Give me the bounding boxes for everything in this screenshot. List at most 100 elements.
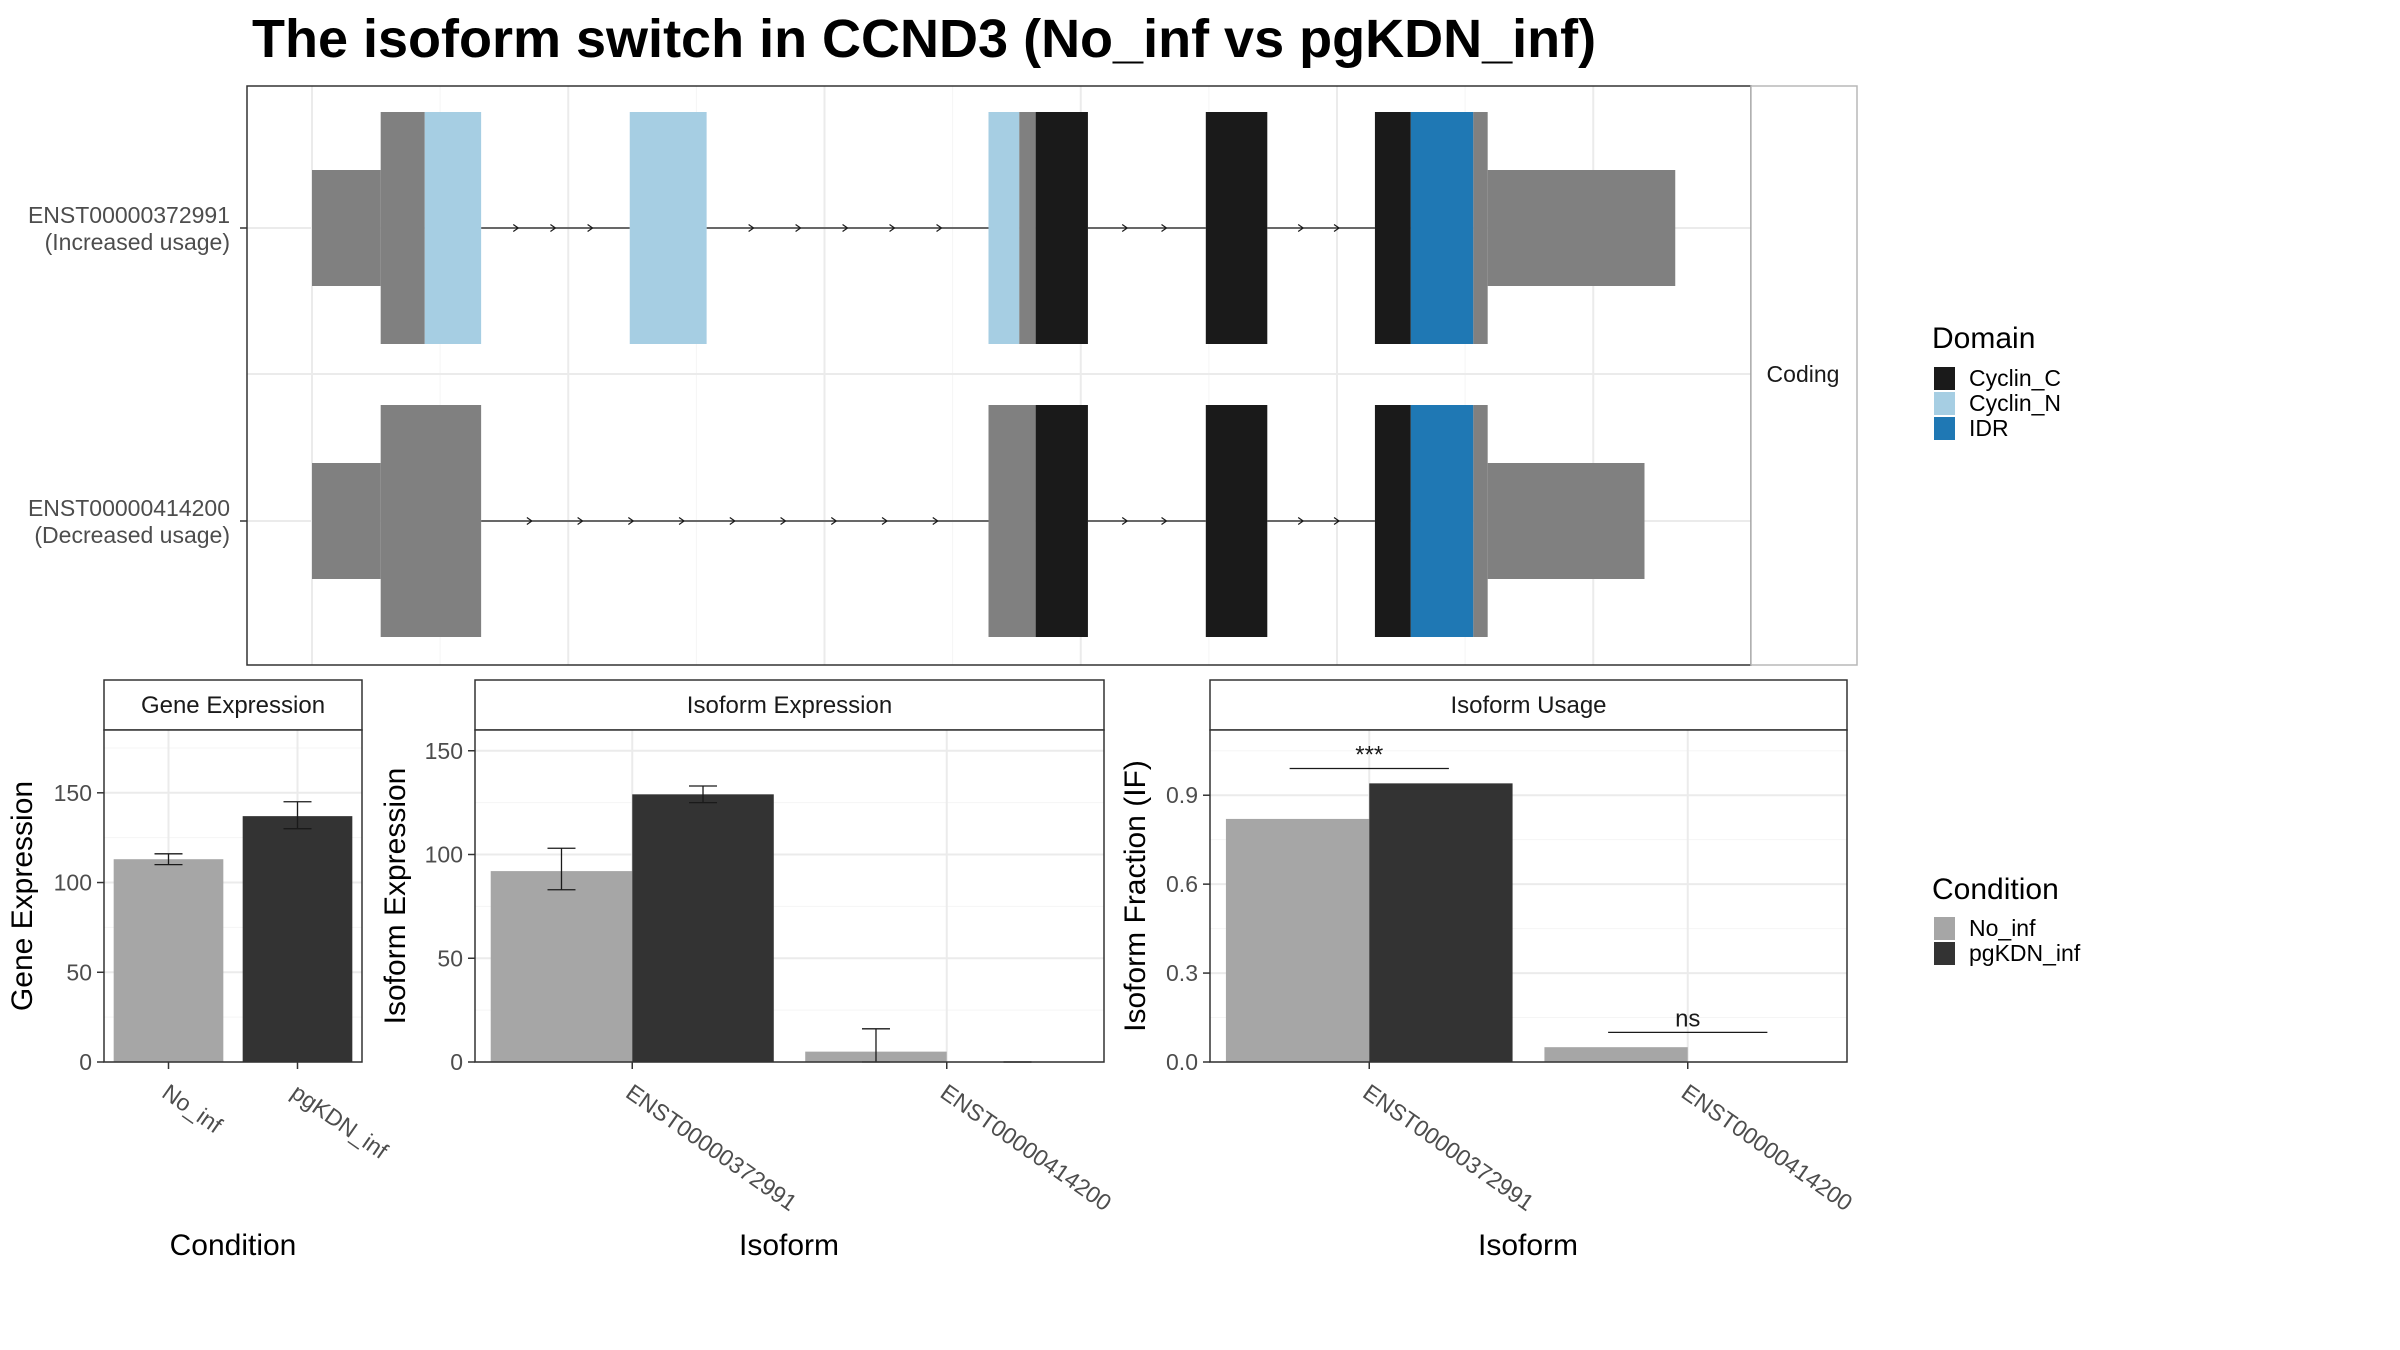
panel-border: [474, 729, 1105, 1063]
legend-title: Domain: [1932, 322, 2035, 355]
structure-marks: [312, 112, 1676, 637]
exon-cyclin-c: [1374, 112, 1411, 344]
y-tick-label: 150: [54, 780, 92, 806]
y-tick-label: 0: [450, 1049, 463, 1075]
x-tick-label: ENST00000372991: [621, 1079, 801, 1216]
legend-swatch: [1934, 392, 1955, 415]
bar-no-inf: [113, 859, 224, 1062]
x-axis-title: Isoform: [1478, 1229, 1578, 1262]
bar-panels: Gene Expression 0 50 100 150 No_inf pgKDN_inf G…: [6, 679, 1857, 1262]
intron-arrow: [932, 517, 939, 525]
panel-border: [1209, 729, 1848, 1063]
panel-strip-title: Isoform Usage: [1450, 692, 1606, 719]
legend-swatch: [1934, 917, 1955, 940]
exon-utr: [988, 405, 1036, 637]
intron-arrow: [587, 224, 594, 232]
intron-arrow: [936, 224, 943, 232]
bar-panel-1: Gene Expression 0 50 100 150 No_inf pgKDN_inf G…: [6, 679, 394, 1262]
intron-arrow: [1297, 224, 1305, 232]
isoform-labels: ENST00000372991(Increased usage) ENST0000…: [28, 202, 247, 548]
y-tick-label: 0.0: [1166, 1049, 1198, 1075]
y-tick-label: 0.9: [1166, 782, 1198, 808]
panel-strip-title: Gene Expression: [141, 692, 325, 719]
bar-pgkdn-inf: [1369, 783, 1513, 1062]
bar-no-inf: [490, 871, 633, 1062]
bar-pgkdn-inf: [632, 794, 774, 1062]
intron-arrow: [1121, 224, 1129, 232]
bar-pgkdn-inf: [242, 816, 353, 1062]
exon-cyclin-c: [1205, 405, 1268, 637]
intron-arrow: [729, 517, 736, 525]
exon-utr: [1487, 463, 1645, 579]
intron-arrow: [881, 517, 889, 525]
exon-utr: [1473, 112, 1488, 344]
intron-arrow: [577, 517, 584, 525]
y-axis-title: Gene Expression: [6, 781, 39, 1011]
isoform-usage-note: (Decreased usage): [34, 522, 230, 548]
exon-idr: [1410, 405, 1474, 637]
exon-cyclin-c: [1205, 112, 1268, 344]
intron-arrow: [627, 517, 635, 525]
legend-label: Cyclin_N: [1969, 390, 2061, 416]
x-axis-title: Condition: [170, 1229, 297, 1262]
legend-label: pgKDN_inf: [1969, 940, 2081, 966]
x-tick-label: ENST00000414200: [1677, 1079, 1857, 1216]
intron-arrow: [889, 224, 896, 232]
isoform-id-label: ENST00000414200: [28, 495, 230, 521]
x-tick-label: pgKDN_inf: [287, 1079, 394, 1164]
exon-cyclin-n: [988, 112, 1020, 344]
figure-title: The isoform switch in CCND3 (No_inf vs p…: [252, 9, 1596, 69]
exon-idr: [1410, 112, 1474, 344]
exon-utr: [1473, 405, 1488, 637]
intron-arrow: [830, 517, 838, 525]
exon-cyclin-n: [629, 112, 707, 344]
bar-panel-3: Isoform Usage *** ns 0.0 0.3 0.6 0.9 ENST000003…: [1119, 679, 1857, 1262]
intron-arrow: [842, 224, 849, 232]
intron-arrow: [748, 224, 755, 232]
exon-utr: [380, 405, 482, 637]
bar-no-inf: [1225, 818, 1370, 1062]
isoform-usage-note: (Increased usage): [45, 229, 230, 255]
intron-arrow: [1333, 517, 1341, 525]
bar-no-inf: [1544, 1047, 1688, 1062]
y-tick-label: 0.3: [1166, 960, 1198, 986]
y-axis-title: Isoform Expression: [379, 768, 412, 1025]
y-tick-label: 150: [425, 738, 463, 764]
intron-arrow: [795, 224, 802, 232]
panel-strip: [103, 679, 363, 731]
intron-arrow: [1333, 224, 1341, 232]
exon-cyclin-n: [424, 112, 482, 344]
exon-utr: [312, 463, 381, 579]
exon-utr: [312, 170, 381, 286]
intron-arrow: [550, 224, 557, 232]
y-tick-label: 0.6: [1166, 871, 1198, 897]
legend-swatch: [1934, 417, 1955, 440]
significance-label: ***: [1355, 742, 1383, 769]
intron-arrow: [1121, 517, 1129, 525]
facet-strip: [1750, 85, 1858, 666]
y-tick-label: 100: [425, 842, 463, 868]
y-tick-label: 50: [66, 959, 92, 985]
intron-arrow: [1161, 224, 1168, 232]
panel-strip-title: Isoform Expression: [687, 692, 892, 719]
legend-label: IDR: [1969, 415, 2009, 441]
legend-label: No_inf: [1969, 915, 2036, 941]
intron-arrow: [512, 224, 520, 232]
isoform-id-label: ENST00000372991: [28, 202, 230, 228]
panel-strip: [474, 679, 1105, 731]
exon-cyclin-c: [1035, 112, 1088, 344]
y-tick-label: 100: [54, 870, 92, 896]
bar-panel-2: Isoform Expression 0 50 100 150 ENST000003729…: [379, 679, 1116, 1262]
intron-arrow: [1161, 517, 1168, 525]
x-axis-title: Isoform: [739, 1229, 839, 1262]
intron-arrow: [678, 517, 686, 525]
legend-swatch: [1934, 367, 1955, 390]
legend-label: Cyclin_C: [1969, 365, 2061, 391]
exon-utr: [1019, 112, 1036, 344]
exon-cyclin-c: [1374, 405, 1411, 637]
exon-utr: [380, 112, 425, 344]
y-axis-title: Isoform Fraction (IF): [1119, 760, 1152, 1032]
